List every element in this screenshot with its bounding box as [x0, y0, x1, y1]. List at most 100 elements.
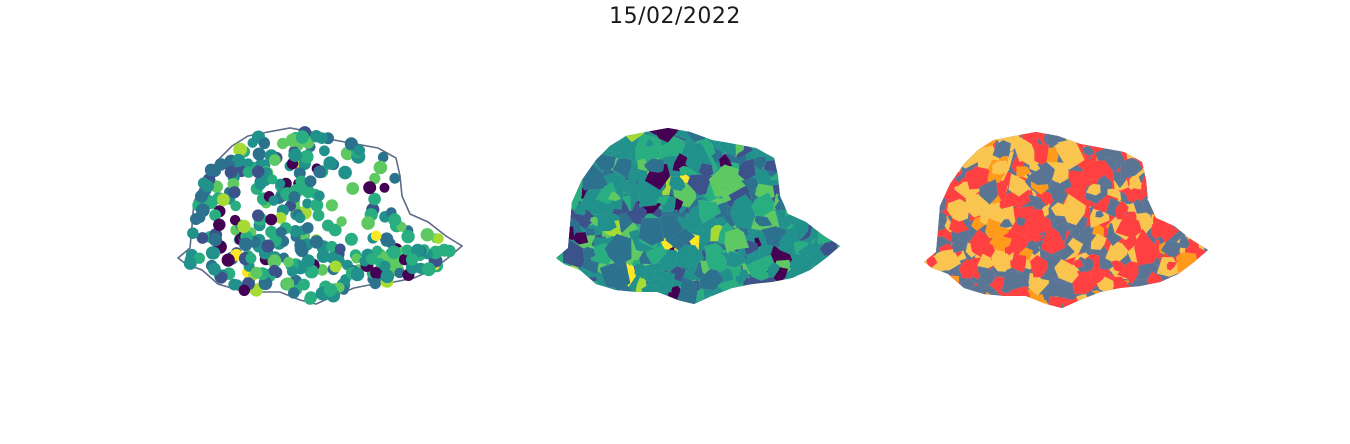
map-region: [818, 289, 840, 304]
point-marker: [420, 228, 434, 242]
map-region: [561, 128, 596, 154]
point-marker: [316, 249, 331, 263]
map-region: [1081, 160, 1113, 180]
map-region: [748, 128, 768, 142]
point-marker: [329, 260, 342, 273]
point-marker: [368, 192, 381, 206]
map-region: [791, 193, 811, 212]
map-region: [607, 135, 621, 145]
map-region: [1171, 149, 1199, 179]
point-marker: [228, 186, 241, 199]
point-marker: [401, 244, 413, 256]
map-region: [958, 259, 975, 280]
map-region: [1173, 182, 1203, 211]
point-marker: [405, 253, 419, 266]
map-region: [558, 145, 571, 157]
point-marker: [336, 216, 347, 227]
map-region: [936, 294, 951, 308]
map-region: [1164, 153, 1177, 168]
point-marker: [281, 277, 295, 291]
map-region: [969, 135, 981, 146]
map-region: [934, 297, 951, 308]
map-region: [819, 136, 831, 150]
map-region: [971, 199, 981, 212]
point-marker: [252, 209, 265, 222]
map-region: [809, 139, 840, 170]
map-region: [1029, 160, 1041, 172]
point-marker: [365, 253, 378, 265]
point-marker: [288, 287, 300, 299]
map-region: [1016, 166, 1031, 178]
map-region: [1148, 190, 1177, 206]
point-marker: [314, 190, 325, 202]
map-region: [833, 289, 840, 304]
map-region: [789, 153, 807, 170]
point-marker: [208, 262, 221, 276]
map-region: [712, 299, 727, 304]
map-region: [794, 183, 817, 197]
map-region: [971, 132, 999, 143]
map-region: [924, 234, 932, 248]
map-region: [581, 128, 607, 152]
point-marker: [250, 266, 263, 279]
map-region: [1189, 206, 1208, 230]
point-marker: [363, 181, 377, 195]
map-region: [925, 273, 953, 308]
map-region: [1186, 291, 1208, 308]
map-region: [817, 128, 840, 143]
map-region: [1200, 265, 1208, 292]
map-region: [998, 218, 1014, 229]
map-region: [584, 128, 599, 140]
map-region: [1027, 208, 1045, 227]
point-marker: [338, 165, 352, 180]
map-region: [762, 297, 786, 304]
map-region: [833, 128, 840, 141]
point-markers: [183, 126, 456, 305]
map-region: [1203, 179, 1208, 200]
map-region: [675, 276, 698, 304]
map-region: [739, 128, 763, 137]
map-region: [1186, 266, 1199, 276]
choropleth-viridis-panel: [556, 128, 840, 304]
map-region: [806, 276, 819, 287]
map-region: [605, 286, 617, 299]
point-marker: [238, 237, 253, 252]
map-region: [1120, 157, 1143, 181]
map-region: [1188, 276, 1208, 306]
map-region: [706, 128, 723, 141]
map-region: [1193, 167, 1208, 191]
point-marker: [277, 137, 289, 150]
point-marker: [304, 291, 318, 304]
map-region: [656, 195, 670, 206]
map-region: [1174, 192, 1204, 218]
point-marker: [388, 213, 402, 227]
map-region: [569, 144, 589, 162]
map-region: [817, 213, 840, 245]
map-region: [578, 278, 594, 296]
map-region: [1144, 173, 1168, 201]
map-region: [717, 292, 750, 304]
map-region: [801, 131, 818, 150]
map-region: [924, 132, 943, 161]
map-region: [724, 227, 750, 254]
map-region: [1199, 205, 1208, 219]
map-region: [568, 147, 584, 163]
map-region: [1166, 261, 1177, 271]
map-region: [1192, 210, 1208, 243]
map-region: [1140, 149, 1157, 164]
point-marker: [268, 264, 280, 277]
map-region: [558, 288, 584, 304]
map-region: [794, 198, 829, 222]
map-region: [802, 141, 833, 168]
map-region: [788, 128, 809, 140]
map-region: [778, 291, 799, 304]
map-region: [609, 293, 631, 304]
point-marker: [394, 267, 405, 279]
map-region: [1203, 260, 1208, 279]
point-marker: [205, 246, 220, 260]
map-region: [566, 137, 595, 173]
map-region: [1133, 228, 1160, 266]
point-map-panel: [177, 126, 463, 305]
map-region: [832, 297, 840, 304]
